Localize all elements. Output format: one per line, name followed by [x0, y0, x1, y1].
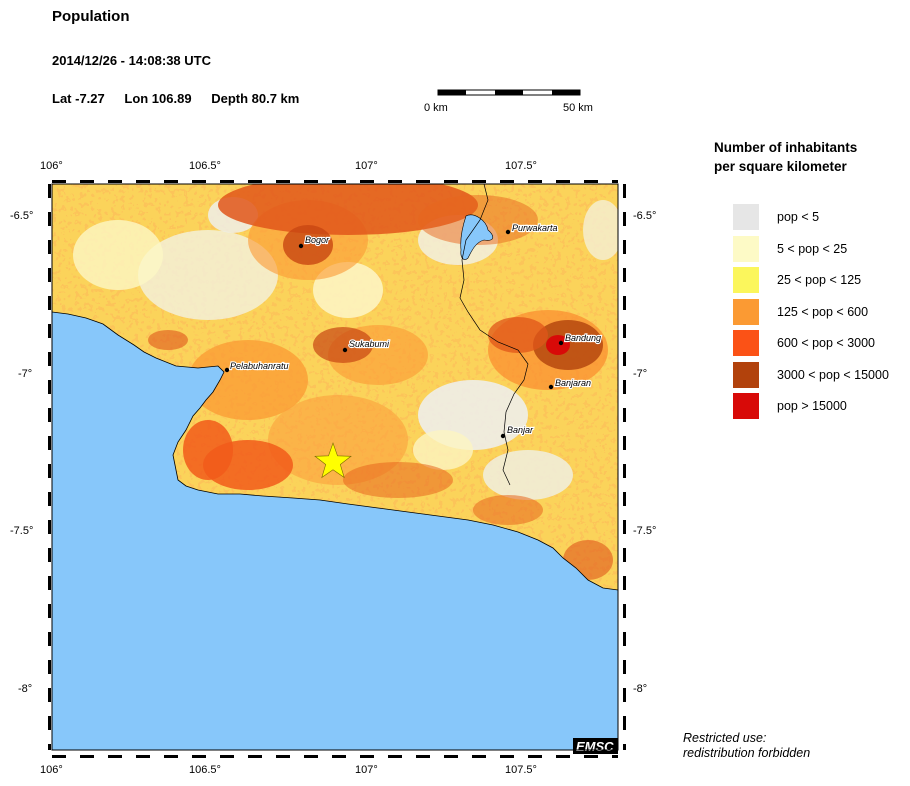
city-label-banjaran: Banjaran — [555, 378, 591, 388]
lat-tick-left: -7° — [18, 368, 33, 380]
map-frame — [51, 183, 619, 751]
lon-tick-top: 107.5° — [505, 160, 537, 172]
emsc-watermark-text: EMSC — [576, 739, 614, 754]
legend-label: 600 < pop < 3000 — [777, 336, 876, 350]
depth-label: Depth 80.7 km — [211, 91, 300, 106]
usage-note-line1: Restricted use: — [683, 731, 767, 745]
scale-bar-segment — [495, 90, 523, 95]
reservoir-lake — [460, 214, 494, 260]
latitude-label: Lat -7.27 — [52, 91, 105, 106]
legend-item: 125 < pop < 600 — [733, 299, 868, 325]
city-dot-bandung — [558, 340, 564, 346]
map-title: Population — [52, 8, 130, 25]
legend-label: 125 < pop < 600 — [777, 305, 869, 319]
legend-swatch — [733, 267, 759, 293]
legend-swatch — [733, 299, 759, 325]
lat-tick-right: -7.5° — [633, 525, 657, 537]
lon-tick-bottom: 107° — [355, 764, 378, 776]
lat-tick-left: -6.5° — [10, 210, 34, 222]
legend-label: pop > 15000 — [777, 399, 847, 413]
lon-tick-bottom: 106° — [40, 764, 63, 776]
city-dot-sukabumi — [342, 347, 348, 353]
legend-swatch — [733, 330, 759, 356]
city-dot-bogor — [298, 243, 304, 249]
legend-title-line2: per square kilometer — [714, 159, 847, 174]
lon-tick-top: 107° — [355, 160, 378, 172]
legend-label: 5 < pop < 25 — [777, 242, 848, 256]
longitude-label: Lon 106.89 — [124, 91, 192, 106]
legend-swatch — [733, 362, 759, 388]
scale-end-label: 50 km — [563, 102, 593, 114]
lat-tick-right: -6.5° — [633, 210, 657, 222]
city-dot-banjar — [500, 433, 506, 439]
lat-tick-right: -7° — [633, 368, 648, 380]
scale-start-label: 0 km — [424, 102, 448, 114]
legend-item: 5 < pop < 25 — [733, 236, 847, 262]
city-label-purwakarta: Purwakarta — [512, 223, 558, 233]
usage-note-line2: redistribution forbidden — [683, 746, 811, 760]
legend-item: pop > 15000 — [733, 393, 847, 419]
scale-bar-segment — [438, 90, 466, 95]
legend-label: pop < 5 — [777, 210, 820, 224]
lon-tick-top: 106.5° — [189, 160, 221, 172]
lat-tick-left: -7.5° — [10, 525, 34, 537]
lon-tick-top: 106° — [40, 160, 63, 172]
legend-title: Number of inhabitants per square kilomet… — [714, 138, 857, 176]
scale-bar — [437, 89, 581, 96]
epicenter-star-icon — [314, 442, 352, 479]
lat-tick-right: -8° — [633, 683, 648, 695]
province-border — [459, 183, 529, 486]
legend-swatch — [733, 236, 759, 262]
coastline — [51, 311, 619, 591]
legend-item: pop < 5 — [733, 204, 819, 230]
legend-label: 3000 < pop < 15000 — [777, 368, 889, 382]
lon-tick-bottom: 106.5° — [189, 764, 221, 776]
city-label-bandung: Bandung — [565, 333, 601, 343]
legend-swatch — [733, 393, 759, 419]
city-label-pelabuhanratu: Pelabuhanratu — [230, 361, 289, 371]
city-label-banjar: Banjar — [507, 425, 534, 435]
legend-item: 3000 < pop < 15000 — [733, 362, 889, 388]
lon-tick-bottom: 107.5° — [505, 764, 537, 776]
city-dot-purwakarta — [505, 229, 511, 235]
city-label-sukabumi: Sukabumi — [349, 339, 390, 349]
city-label-bogor: Bogor — [305, 235, 330, 245]
legend-item: 600 < pop < 3000 — [733, 330, 875, 356]
scale-bar-segment — [552, 90, 580, 95]
legend-title-line1: Number of inhabitants — [714, 140, 858, 155]
event-datetime: 2014/12/26 - 14:08:38 UTC — [52, 53, 211, 68]
event-coordinates: Lat -7.27 Lon 106.89 Depth 80.7 km — [52, 91, 315, 106]
population-map: Bogor Purwakarta Sukabumi Bandung Pelabu… — [48, 180, 626, 758]
usage-note: Restricted use: redistribution forbidden — [683, 731, 810, 761]
legend-item: 25 < pop < 125 — [733, 267, 861, 293]
legend-swatch — [733, 204, 759, 230]
lat-tick-left: -8° — [18, 683, 33, 695]
legend-label: 25 < pop < 125 — [777, 273, 862, 287]
city-dot-pelabuhanratu — [224, 367, 230, 373]
city-dot-banjaran — [548, 384, 554, 390]
